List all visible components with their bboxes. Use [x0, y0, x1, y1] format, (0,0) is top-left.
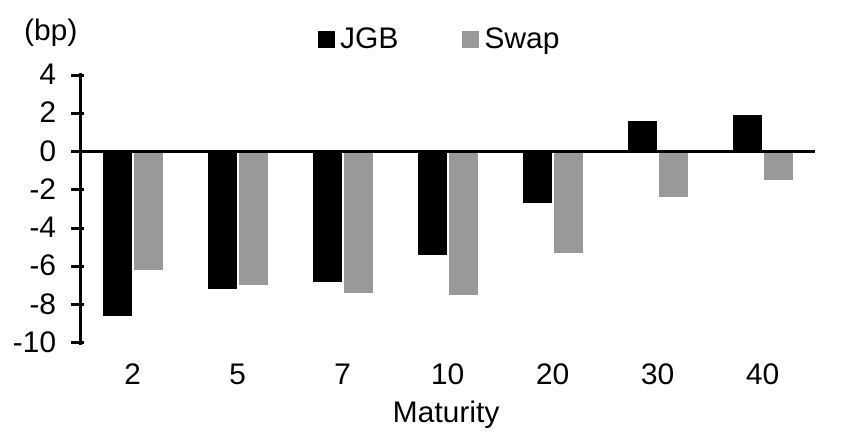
y-axis-line — [79, 73, 82, 345]
y-tick-mark — [71, 111, 84, 115]
jgb-swatch-icon — [318, 31, 335, 48]
bar-swap-5 — [238, 151, 268, 286]
x-tick-label: 30 — [640, 358, 675, 391]
y-tick-label: -2 — [29, 172, 56, 206]
bar-swap-10 — [448, 151, 478, 295]
x-tick-label: 40 — [745, 358, 780, 391]
x-tick-label: 20 — [535, 358, 570, 391]
y-tick-mark — [71, 226, 84, 230]
x-axis-line — [79, 150, 815, 153]
bar-swap-2 — [133, 151, 163, 271]
y-tick-label: 0 — [39, 134, 56, 168]
legend-item-jgb: JGB — [318, 21, 398, 56]
y-tick-mark — [71, 341, 84, 345]
x-axis-title: Maturity — [392, 396, 500, 429]
x-tick-label: 10 — [430, 358, 465, 391]
bar-swap-40 — [763, 151, 793, 181]
y-tick-label: -4 — [29, 211, 56, 244]
x-tick-label: 7 — [334, 358, 351, 391]
bar-swap-7 — [343, 151, 373, 294]
y-tick-mark — [71, 73, 84, 77]
bar-jgb-20 — [522, 151, 552, 204]
x-tick-label: 5 — [229, 358, 246, 391]
legend: JGB Swap — [318, 21, 559, 56]
bar-jgb-7 — [312, 151, 342, 282]
y-tick-label: -10 — [12, 325, 56, 359]
bar-jgb-5 — [207, 151, 237, 290]
y-tick-mark — [71, 264, 84, 268]
y-tick-label: 2 — [39, 96, 56, 130]
y-tick-label: -6 — [29, 249, 56, 283]
y-tick-label: -8 — [29, 287, 56, 321]
bar-jgb-40 — [732, 115, 762, 152]
bar-swap-20 — [553, 151, 583, 253]
bar-jgb-10 — [417, 151, 447, 255]
bar-jgb-30 — [627, 120, 657, 152]
bar-swap-30 — [658, 151, 688, 198]
bar-jgb-2 — [102, 151, 132, 316]
y-tick-mark — [71, 150, 84, 153]
x-tick-label: 2 — [124, 358, 141, 391]
y-axis-unit-label: (bp) — [24, 14, 78, 47]
legend-item-swap: Swap — [462, 21, 559, 56]
swap-swatch-icon — [462, 31, 480, 48]
y-tick-mark — [71, 188, 84, 192]
y-tick-mark — [71, 303, 84, 306]
legend-label-jgb: JGB — [340, 22, 399, 55]
y-tick-label: 4 — [39, 58, 56, 91]
legend-label-swap: Swap — [484, 22, 560, 55]
